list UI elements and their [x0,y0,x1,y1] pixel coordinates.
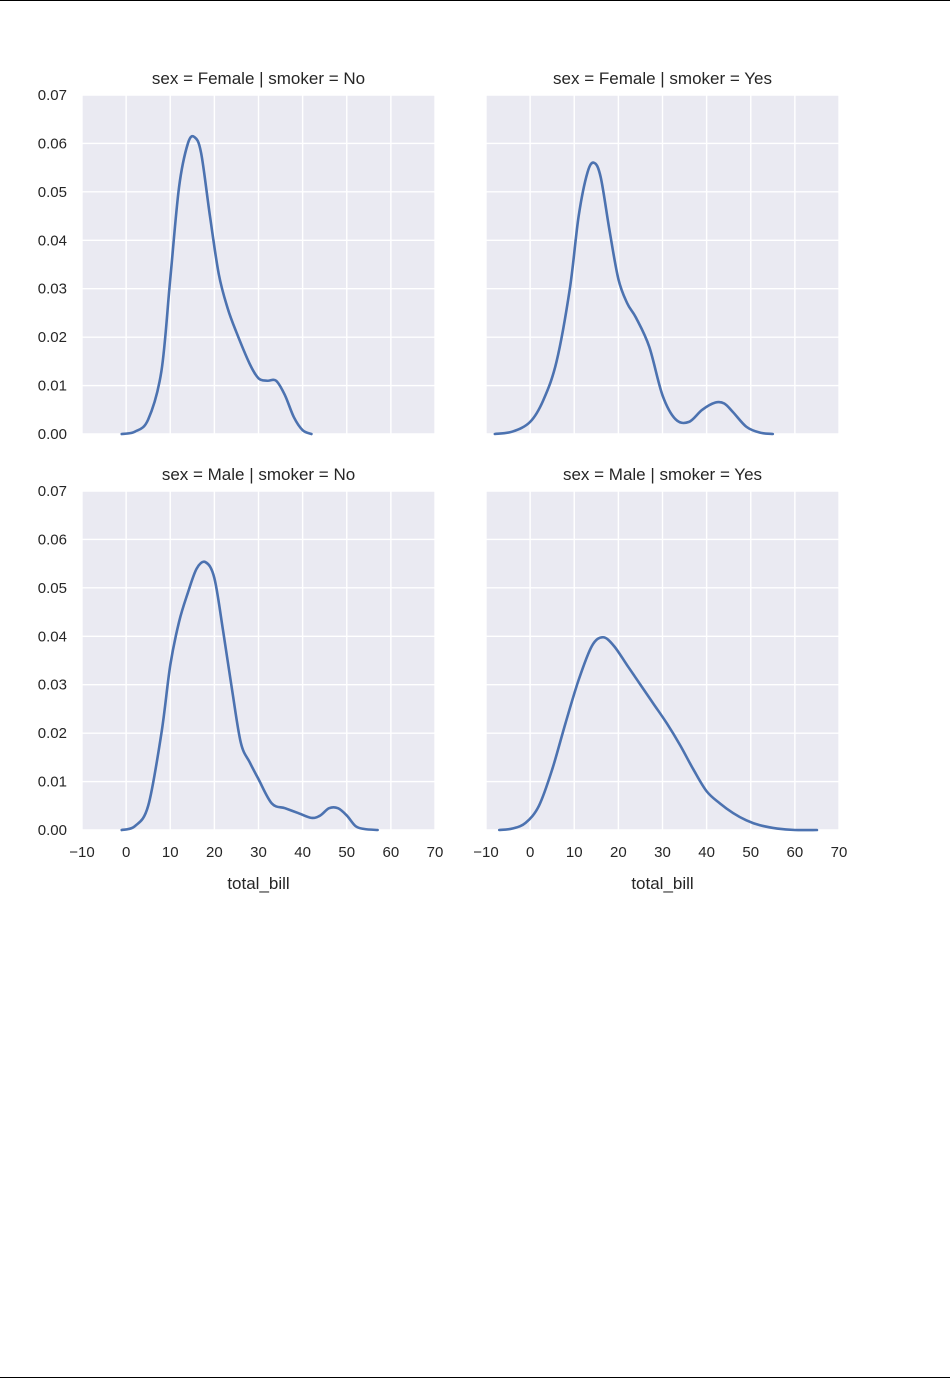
panel-title: sex = Female | smoker = No [152,69,365,88]
panel-title: sex = Female | smoker = Yes [553,69,772,88]
y-tick-label: 0.07 [38,483,67,500]
y-tick-label: 0.00 [38,426,67,443]
panel-title: sex = Male | smoker = Yes [563,465,762,484]
kde-line [493,161,775,436]
y-tick-label: 0.02 [38,725,67,742]
page-bottom-rule [0,1377,950,1378]
panel-title: sex = Male | smoker = No [162,465,355,484]
y-tick-label: 0.03 [38,677,67,694]
y-tick-label: 0.01 [38,378,67,395]
y-tick-label: 0.06 [38,531,67,548]
facet-panel-3: −10 0 10 20 30 40 50 60 70 0.00 0.01 0.02 0.03 0.04 0.… [38,465,444,893]
x-tick-label: 20 [610,844,627,861]
facet-panel-1: 0.00 0.01 0.02 0.03 0.04 0.05 0.06 0.07 sex = Fe… [38,69,436,443]
kde-line [120,560,379,832]
x-tick-label: 40 [294,844,311,861]
facet-panel-4: −10 0 10 20 30 40 50 60 70 sex = Male | smoker = … [473,465,847,893]
y-tick-label: 0.04 [38,628,67,645]
y-tick-label: 0.06 [38,135,67,152]
x-tick-label: 30 [654,844,671,861]
x-tick-label: 0 [526,844,534,861]
x-tick-label: 20 [206,844,223,861]
y-tick-label: 0.02 [38,329,67,346]
x-tick-label: 10 [162,844,179,861]
y-tick-label: 0.05 [38,580,67,597]
x-tick-label: 30 [250,844,267,861]
y-tick-label: 0.03 [38,281,67,298]
x-tick-label: 70 [831,844,848,861]
x-tick-label: 70 [427,844,444,861]
y-tick-label: 0.00 [38,822,67,839]
x-tick-label: 50 [742,844,759,861]
x-axis-label: total_bill [631,874,693,893]
x-tick-label: 50 [338,844,355,861]
page-top-rule [0,0,950,1]
x-axis-label: total_bill [227,874,289,893]
x-tick-label: 60 [383,844,400,861]
x-tick-label: 10 [566,844,583,861]
x-tick-label: −10 [473,844,498,861]
y-tick-label: 0.05 [38,184,67,201]
facet-panel-2: sex = Female | smoker = Yes [485,69,840,436]
x-tick-label: 60 [787,844,804,861]
kde-line [120,134,313,436]
x-tick-label: −10 [69,844,94,861]
kde-line [497,635,819,832]
y-tick-label: 0.01 [38,774,67,791]
x-tick-label: 40 [698,844,715,861]
x-tick-label: 0 [122,844,130,861]
y-tick-label: 0.04 [38,232,67,249]
y-tick-label: 0.07 [38,87,67,104]
